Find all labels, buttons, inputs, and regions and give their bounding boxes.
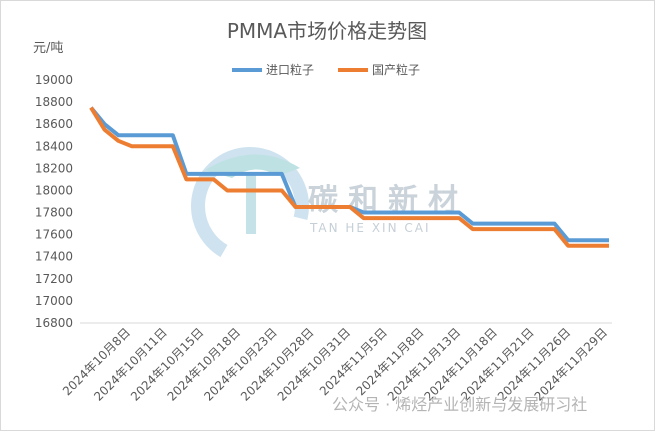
y-tick-label: 17800 — [35, 206, 73, 220]
y-axis-unit: 元/吨 — [33, 41, 63, 56]
legend-label-domestic: 国产粒子 — [372, 62, 420, 77]
watermark-brand-en: TAN HE XIN CAI — [309, 221, 431, 235]
series-lines — [89, 106, 609, 248]
y-tick-label: 17600 — [35, 228, 73, 242]
chart-title: PMMA市场价格走势图 — [227, 19, 427, 43]
y-tick-label: 19000 — [35, 73, 73, 87]
y-tick-label: 16800 — [35, 316, 73, 330]
y-tick-label: 17200 — [35, 272, 73, 286]
watermark-footer: 公众号 · 烯烃产业创新与发展研习社 — [332, 395, 587, 414]
series-line-domestic — [89, 106, 609, 248]
y-tick-label: 17000 — [35, 294, 73, 308]
y-axis: 16800 17000 17200 17400 17600 17800 18000 18200… — [35, 73, 73, 330]
y-tick-label: 18200 — [35, 161, 73, 175]
y-tick-label: 18000 — [35, 183, 73, 197]
y-tick-label: 18600 — [35, 117, 73, 131]
y-tick-label: 18800 — [35, 95, 73, 109]
x-axis: 2024年10月8日2024年10月11日2024年10月15日2024年10月… — [60, 325, 610, 404]
y-tick-label: 17400 — [35, 250, 73, 264]
legend-label-imported: 进口粒子 — [266, 62, 314, 77]
y-tick-label: 18400 — [35, 139, 73, 153]
legend: 进口粒子 国产粒子 — [232, 62, 420, 77]
